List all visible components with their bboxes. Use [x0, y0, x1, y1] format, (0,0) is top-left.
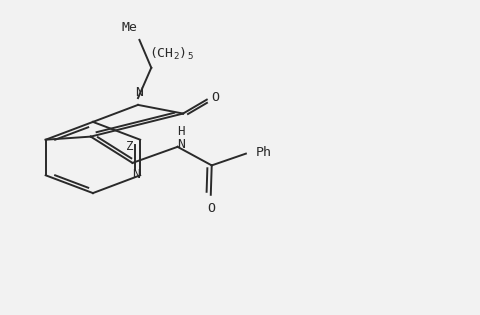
Text: N: N	[135, 86, 143, 99]
Text: (CH$_{\mathregular{2}}$)$_{\mathregular{5}}$: (CH$_{\mathregular{2}}$)$_{\mathregular{…	[149, 45, 194, 61]
Text: N: N	[178, 138, 185, 151]
Text: Ph: Ph	[255, 146, 271, 158]
Text: H: H	[178, 125, 185, 138]
Text: N: N	[132, 169, 140, 181]
Text: O: O	[211, 91, 219, 104]
Text: O: O	[208, 202, 216, 215]
Text: Z: Z	[126, 140, 133, 153]
Text: Me: Me	[121, 21, 137, 34]
